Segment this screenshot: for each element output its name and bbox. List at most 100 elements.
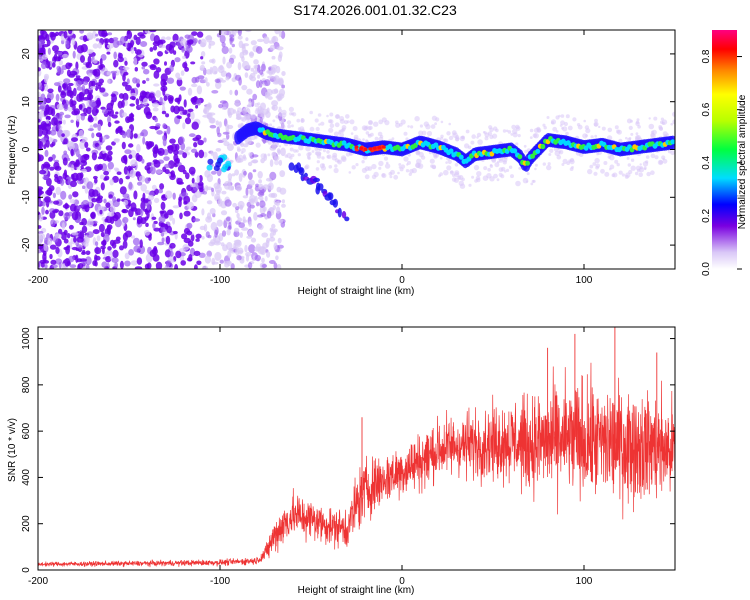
noise-point (245, 37, 249, 42)
noise-point (64, 258, 71, 267)
noise-point (153, 197, 160, 204)
noise-point (47, 47, 52, 55)
halo-point (429, 158, 435, 164)
halo-point (440, 156, 443, 160)
noise-point (49, 166, 55, 171)
noise-point (54, 82, 61, 87)
halo-point (329, 119, 334, 124)
noise-point (219, 64, 224, 71)
noise-point (162, 87, 166, 96)
noise-point (262, 184, 270, 190)
halo-point (278, 108, 283, 114)
noise-point (142, 136, 146, 145)
noise-point (230, 186, 235, 191)
noise-point (132, 237, 140, 246)
noise-point (266, 251, 271, 258)
halo-point (280, 124, 286, 130)
noise-point (68, 142, 75, 151)
noise-point (186, 45, 193, 53)
noise-point (187, 113, 191, 118)
noise-point (159, 96, 163, 105)
noise-point (161, 110, 167, 115)
halo-point (321, 156, 325, 160)
noise-point (107, 161, 115, 170)
spectrogram-ytick-label: 10 (21, 96, 32, 108)
halo-point (282, 116, 285, 119)
noise-point (225, 216, 231, 222)
noise-point (249, 204, 255, 209)
noise-point (149, 47, 154, 52)
noise-point (130, 159, 138, 167)
halo-point (287, 124, 291, 129)
noise-point (134, 49, 142, 55)
noise-point (184, 66, 190, 72)
noise-point (182, 55, 186, 60)
noise-point (107, 121, 112, 128)
noise-point (271, 223, 276, 229)
noise-point (151, 102, 160, 108)
noise-point (227, 250, 232, 258)
noise-point (97, 123, 102, 132)
noise-point (61, 222, 65, 231)
noise-point (91, 102, 97, 107)
noise-point (119, 186, 127, 195)
noise-point (169, 138, 176, 144)
noise-point (121, 132, 127, 139)
blob-point (213, 165, 220, 172)
colorbar-tick-label: 0.4 (701, 155, 712, 169)
noise-point (276, 46, 284, 51)
noise-point (56, 103, 64, 111)
noise-point (267, 96, 273, 100)
noise-point (92, 220, 98, 224)
halo-point (406, 163, 409, 166)
halo-point (625, 172, 631, 178)
noise-point (250, 160, 258, 164)
halo-point (364, 166, 370, 172)
noise-point (172, 192, 176, 200)
noise-point (82, 80, 89, 86)
halo-point (237, 107, 243, 113)
noise-point (278, 219, 284, 224)
noise-point (66, 89, 74, 97)
noise-point (164, 169, 170, 175)
noise-point (111, 114, 118, 119)
noise-point (277, 237, 282, 244)
noise-point (41, 125, 45, 131)
noise-point (200, 56, 204, 60)
halo-point (398, 166, 402, 169)
halo-point (435, 117, 440, 122)
halo-point (316, 154, 322, 159)
halo-point (483, 166, 488, 171)
noise-point (174, 264, 179, 269)
noise-point (136, 143, 141, 153)
noise-point (209, 124, 217, 129)
halo-point (477, 139, 483, 145)
snr-ytick-label: 600 (21, 422, 32, 439)
noise-point (87, 73, 93, 78)
noise-point (178, 115, 182, 120)
branch-point (317, 183, 324, 191)
halo-point (461, 177, 465, 182)
noise-point (146, 143, 151, 150)
noise-point (275, 201, 281, 206)
noise-point (254, 254, 261, 262)
noise-point (95, 132, 103, 138)
noise-point (230, 263, 235, 269)
halo-point (550, 119, 557, 125)
noise-point (201, 266, 207, 269)
noise-point (181, 192, 189, 197)
halo-point (493, 173, 498, 179)
halo-point (559, 124, 563, 127)
halo-point (416, 158, 422, 165)
noise-point (184, 117, 192, 125)
noise-point (122, 73, 126, 82)
noise-point (217, 198, 223, 207)
halo-point (614, 125, 619, 130)
noise-point (75, 61, 79, 70)
noise-point (46, 187, 53, 196)
halo-point (446, 165, 452, 171)
halo-point (555, 130, 559, 133)
noise-point (140, 201, 146, 211)
noise-point (75, 159, 80, 166)
noise-point (275, 206, 281, 214)
